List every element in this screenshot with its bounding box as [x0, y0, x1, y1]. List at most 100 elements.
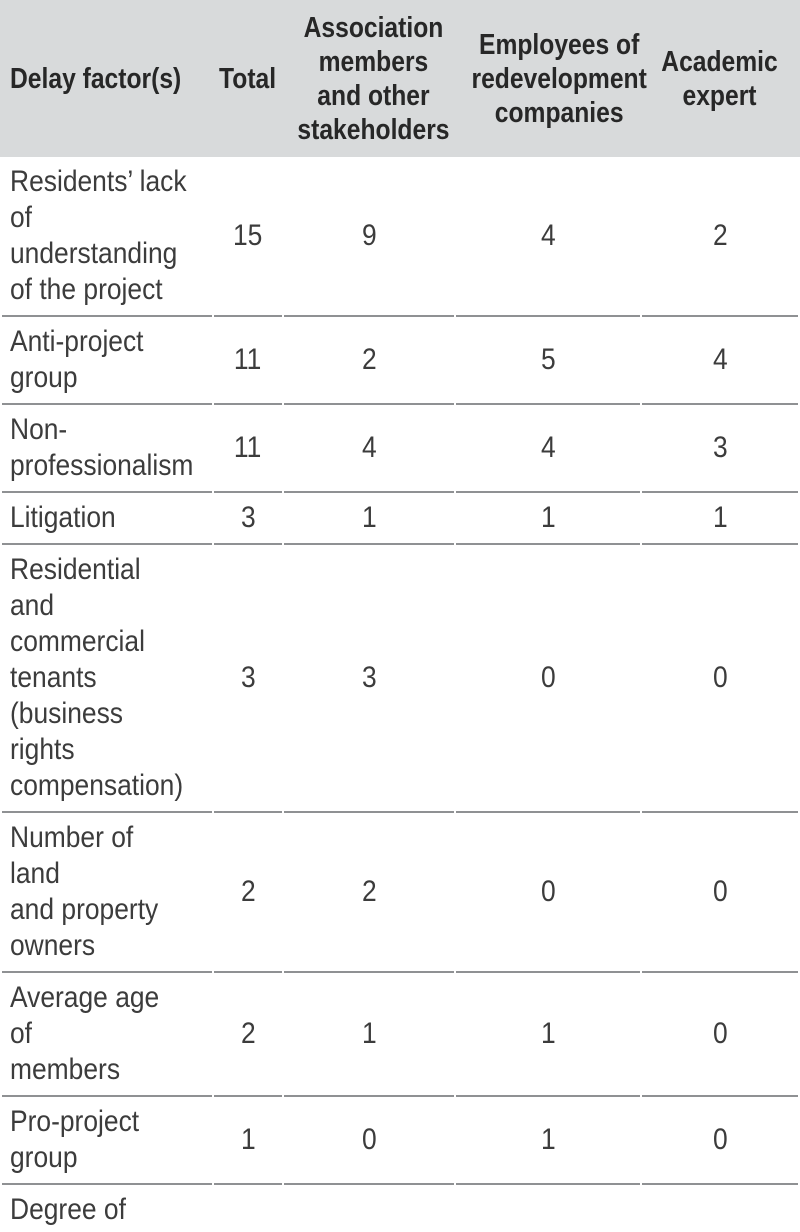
- table-row: Residential and commercial tenants (busi…: [2, 545, 798, 813]
- table-row: Number of land and property owners 2 2 0 0: [2, 813, 798, 973]
- factor-label: Anti-project group: [10, 325, 144, 394]
- table-row: Litigation 3 1 1 1: [2, 493, 798, 545]
- count-cell: 4: [456, 405, 640, 493]
- count-cell: 2: [642, 157, 798, 317]
- count-value: 1: [540, 1017, 556, 1050]
- count-value: 1: [241, 1228, 256, 1232]
- count-value: 0: [540, 875, 556, 908]
- count-cell: 1: [642, 493, 798, 545]
- count-cell: 3: [284, 545, 454, 813]
- count-cell: 1: [456, 973, 640, 1097]
- count-cell: 3: [214, 545, 282, 813]
- count-value: 0: [712, 1017, 728, 1050]
- count-cell: 0: [642, 1097, 798, 1185]
- count-cell: 0: [456, 545, 640, 813]
- column-header-redevelopment-employees: Employees of redevelopment companies: [456, 0, 646, 157]
- factor-cell: Residents’ lack of understanding of the …: [2, 157, 212, 317]
- count-value: 2: [240, 1017, 256, 1050]
- count-cell: 0: [642, 973, 798, 1097]
- table-header: Delay factor(s) Total Association member…: [2, 0, 798, 157]
- factor-label: Average age of members: [10, 981, 160, 1086]
- table-body: Residents’ lack of understanding of the …: [2, 157, 798, 1232]
- table-row: Average age of members 2 1 1 0: [2, 973, 798, 1097]
- count-value: 3: [240, 661, 256, 694]
- count-value: 1: [540, 501, 556, 534]
- count-value: 2: [240, 875, 256, 908]
- count-value: 4: [361, 431, 377, 464]
- count-value: 15: [233, 219, 263, 252]
- count-cell: 4: [642, 317, 798, 405]
- factor-label: Pro-project group: [10, 1105, 140, 1174]
- factor-cell: Non- professionalism: [2, 405, 212, 493]
- factor-cell: Number of land and property owners: [2, 813, 212, 973]
- factor-cell: Degree of deterioration within the area: [2, 1185, 212, 1232]
- table-row: Degree of deterioration within the area 1…: [2, 1185, 798, 1232]
- count-cell: 11: [214, 405, 282, 493]
- count-value: 0: [362, 1228, 377, 1232]
- table-row: Non- professionalism 11 4 4 3: [2, 405, 798, 493]
- count-cell: 1: [456, 493, 640, 545]
- count-value: 2: [712, 219, 728, 252]
- factor-cell: Litigation: [2, 493, 212, 545]
- table-row: Anti-project group 11 2 5 4: [2, 317, 798, 405]
- count-value: 0: [712, 875, 728, 908]
- count-value: 0: [540, 661, 556, 694]
- count-cell: 5: [456, 317, 640, 405]
- column-header-academic-expert: Academic expert: [642, 0, 798, 157]
- count-value: 4: [712, 343, 728, 376]
- count-value: 0: [541, 1228, 556, 1232]
- count-cell: 1: [284, 493, 454, 545]
- count-cell: 1: [214, 1097, 282, 1185]
- count-value: 1: [240, 1123, 256, 1156]
- count-value: 2: [361, 343, 377, 376]
- table-row: Residents’ lack of understanding of the …: [2, 157, 798, 317]
- count-value: 11: [234, 431, 262, 464]
- factor-label: Degree of deterioration within the area: [10, 1193, 157, 1232]
- count-value: 0: [712, 1123, 728, 1156]
- count-value: 1: [713, 1228, 728, 1232]
- count-cell: 1: [456, 1097, 640, 1185]
- count-value: 9: [361, 219, 377, 252]
- count-value: 1: [361, 1017, 377, 1050]
- factor-cell: Anti-project group: [2, 317, 212, 405]
- factor-label: Litigation: [10, 501, 116, 534]
- count-cell: 2: [214, 813, 282, 973]
- count-value: 2: [361, 875, 377, 908]
- count-value: 5: [540, 343, 556, 376]
- factor-cell: Residential and commercial tenants (busi…: [2, 545, 212, 813]
- count-value: 3: [361, 661, 377, 694]
- column-header-label: Academic expert: [661, 45, 779, 112]
- count-value: 4: [540, 219, 556, 252]
- count-cell: 2: [284, 317, 454, 405]
- count-cell: 1: [214, 1185, 282, 1232]
- count-value: 4: [540, 431, 556, 464]
- count-cell: 11: [214, 317, 282, 405]
- count-cell: 0: [284, 1097, 454, 1185]
- count-cell: 4: [456, 157, 640, 317]
- count-cell: 2: [284, 813, 454, 973]
- column-header-association-members: Association members and other stakeholde…: [284, 0, 454, 157]
- table-header-row: Delay factor(s) Total Association member…: [2, 0, 798, 157]
- count-cell: 0: [642, 545, 798, 813]
- column-header-label: Association members and other stakeholde…: [297, 11, 450, 146]
- count-value: 0: [361, 1123, 377, 1156]
- column-header-label: Employees of redevelopment companies: [471, 28, 647, 129]
- factor-label: Residential and commercial tenants (busi…: [10, 553, 184, 802]
- count-value: 1: [361, 501, 377, 534]
- table-row: Pro-project group 1 0 1 0: [2, 1097, 798, 1185]
- factor-label: Number of land and property owners: [10, 821, 159, 962]
- factor-cell: Pro-project group: [2, 1097, 212, 1185]
- count-value: 3: [240, 501, 256, 534]
- column-header-label: Delay factor(s): [10, 62, 182, 95]
- count-cell: 1: [284, 973, 454, 1097]
- count-value: 11: [234, 343, 262, 376]
- factor-label: Non- professionalism: [10, 413, 194, 482]
- column-header-delay-factors: Delay factor(s): [2, 0, 212, 157]
- count-value: 1: [540, 1123, 556, 1156]
- count-cell: 0: [456, 1185, 640, 1232]
- count-cell: 0: [642, 813, 798, 973]
- count-cell: 2: [214, 973, 282, 1097]
- count-cell: 9: [284, 157, 454, 317]
